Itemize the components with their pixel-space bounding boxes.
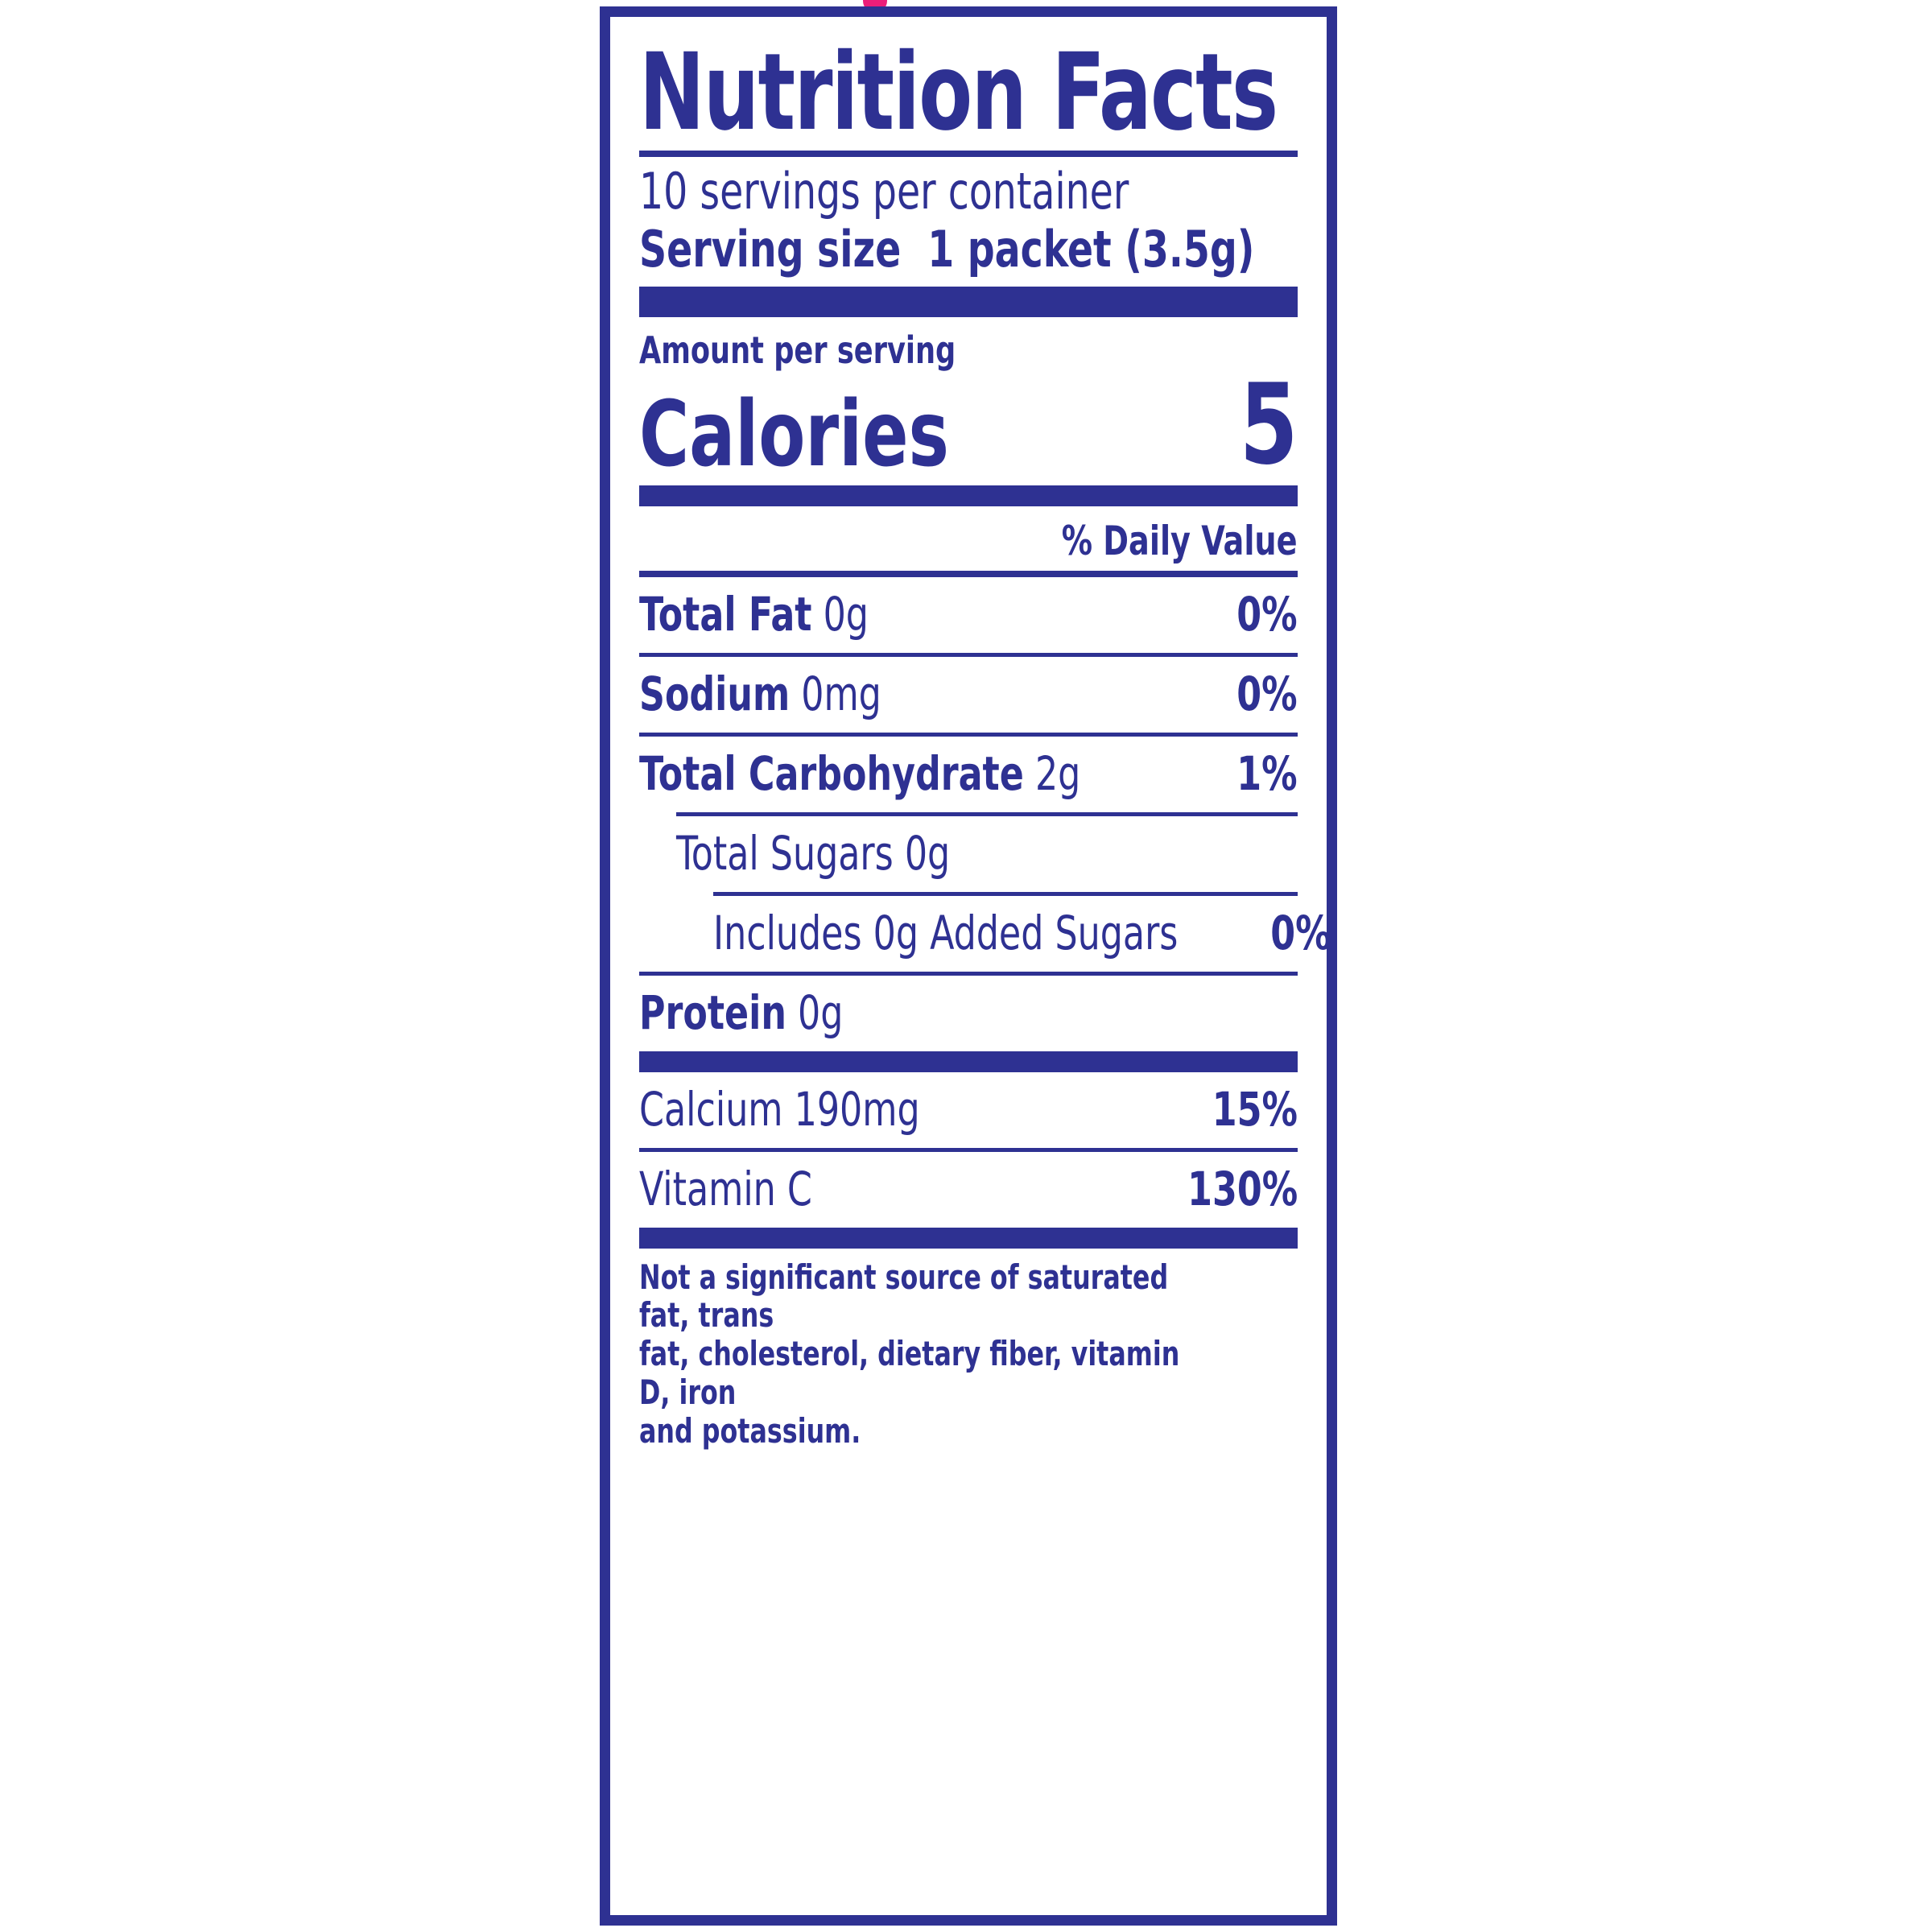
- page-title: Nutrition Facts: [639, 31, 1278, 155]
- divider-row-indent2: [713, 891, 1298, 896]
- table-row: Sodium 0mg 0%: [639, 657, 1298, 733]
- nutrition-facts-body: Nutrition Facts 10 servings per containe…: [610, 17, 1331, 1915]
- table-row: Includes 0g Added Sugars 0%: [639, 896, 1331, 972]
- serving-size-label: Serving size: [639, 219, 902, 279]
- nutrient-dv: 0%: [1270, 905, 1331, 960]
- nutrient-dv: 0%: [1236, 666, 1298, 721]
- nutrient-dv: 1%: [1236, 745, 1298, 801]
- table-row: Total Sugars 0g: [639, 816, 1298, 892]
- divider-under-dv-header: [639, 570, 1298, 577]
- nutrient-amount: 0mg: [801, 666, 881, 721]
- divider-thick-calories: [639, 485, 1298, 506]
- vitamin-amount: 190mg: [794, 1081, 920, 1137]
- servings-per-container: 10 servings per container: [639, 162, 1129, 221]
- footnote-line: and potassium.: [639, 1411, 861, 1451]
- table-row: Calcium 190mg 15%: [639, 1072, 1298, 1148]
- calories-row: Calories 5: [639, 360, 1298, 490]
- footnote-line: Not a significant source of saturated fa…: [639, 1257, 1169, 1335]
- amount-per-serving-label: Amount per serving: [639, 328, 956, 373]
- calories-value: 5: [1239, 360, 1298, 490]
- nutrient-name: Sodium: [639, 666, 791, 721]
- vitamin-name: Vitamin C: [639, 1161, 812, 1216]
- divider-row: [639, 971, 1298, 976]
- divider-thick-footnote: [639, 1227, 1298, 1249]
- divider-thick-serving: [639, 287, 1298, 318]
- divider-row: [639, 1147, 1298, 1152]
- divider-row: [639, 652, 1298, 657]
- nutrient-amount: 0g: [823, 586, 869, 642]
- table-row: Total Carbohydrate 2g 1%: [639, 737, 1298, 812]
- footnote-line: fat, cholesterol, dietary fiber, vitamin…: [639, 1334, 1180, 1413]
- divider-row-indent: [676, 811, 1298, 816]
- serving-size-row: Serving size 1 packet (3.5g): [639, 219, 1254, 287]
- nutrition-facts-label: Nutrition Facts 10 servings per containe…: [600, 6, 1337, 1926]
- nutrient-name: Total Sugars: [676, 825, 894, 881]
- divider-thick-protein: [639, 1051, 1298, 1072]
- nutrient-amount: 2g: [1034, 745, 1081, 801]
- nutrient-name: Total Fat: [639, 586, 812, 642]
- vitamin-dv: 15%: [1212, 1081, 1298, 1137]
- nutrient-name: Includes 0g Added Sugars: [713, 905, 1179, 960]
- footnote: Not a significant source of saturated fa…: [639, 1249, 1298, 1459]
- nutrient-amount: 0g: [904, 825, 951, 881]
- divider-under-title: [639, 151, 1298, 157]
- nutrient-name: Protein: [639, 985, 786, 1040]
- table-row: Total Fat 0g 0%: [639, 577, 1298, 653]
- daily-value-header: % Daily Value: [1062, 517, 1298, 564]
- serving-size-value: 1 packet (3.5g): [927, 219, 1255, 279]
- calories-label: Calories: [639, 382, 949, 488]
- nutrient-name: Total Carbohydrate: [639, 745, 1024, 801]
- table-row: Vitamin C 130%: [639, 1152, 1298, 1228]
- vitamin-dv: 130%: [1187, 1161, 1298, 1216]
- nutrient-amount: 0g: [798, 985, 844, 1040]
- nutrient-dv: 0%: [1236, 586, 1298, 642]
- table-row: Protein 0g: [639, 976, 1298, 1051]
- vitamin-name: Calcium: [639, 1081, 783, 1137]
- divider-row: [639, 732, 1298, 737]
